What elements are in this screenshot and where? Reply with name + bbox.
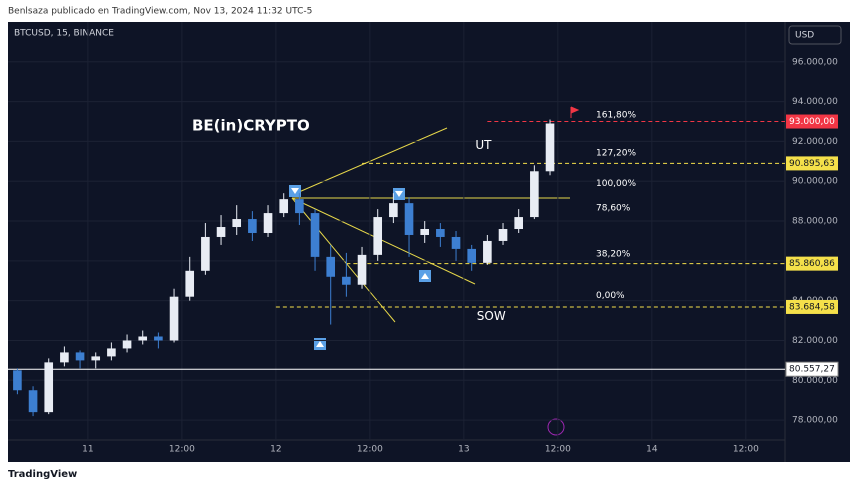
level-box (786, 156, 838, 171)
candle-body (310, 213, 320, 257)
fib-label: 100,00% (596, 179, 636, 189)
candle-body (342, 276, 351, 285)
fib-label: 38,20% (596, 249, 631, 259)
footer-logo: TradingView (8, 469, 77, 480)
level-box (786, 114, 838, 129)
plot-area (8, 22, 785, 462)
candle-body (530, 171, 539, 218)
trend-line (291, 197, 396, 323)
level-label: 80.557,27 (789, 365, 835, 375)
candle-body (420, 229, 430, 235)
candle-body (13, 370, 22, 391)
candle-body (44, 362, 54, 413)
publisher: Benlsaza publicado en TradingView.com, N… (8, 7, 312, 17)
candle-body (326, 256, 336, 277)
fib-label: 161,80% (596, 110, 636, 120)
candle-body (248, 219, 257, 233)
marker-arrow (316, 341, 324, 347)
candle-body (545, 123, 555, 172)
x-tick-label: 12:00 (169, 445, 195, 455)
symbol: BTCUSD, 15, BINANCE (14, 29, 114, 39)
candle-body (498, 229, 508, 241)
candle-body (483, 240, 492, 263)
logo: BE(in)CRYPTO (192, 117, 310, 135)
flag (570, 106, 580, 118)
level-label: 85.860,86 (789, 259, 835, 269)
candle-body (436, 229, 445, 237)
level-label: 93.000,00 (789, 117, 835, 127)
event-icon[interactable] (547, 418, 565, 436)
marker-arrow (291, 188, 299, 194)
y-tick-label: 88.000,00 (792, 217, 838, 227)
candle-body (514, 217, 523, 230)
y-tick-label: 78.000,00 (792, 416, 838, 426)
trend-line (291, 197, 476, 285)
y-tick-label: 82.000,00 (792, 336, 838, 346)
x-tick-label: 12:00 (733, 445, 759, 455)
x-tick-label: 12 (270, 445, 281, 455)
annotation: SOW (477, 309, 506, 323)
candle-body (404, 203, 414, 235)
candle-body (28, 390, 38, 413)
x-tick-label: 11 (82, 445, 93, 455)
annotation: UT (475, 138, 492, 152)
x-tick-label: 12:00 (357, 445, 383, 455)
markers (289, 106, 580, 436)
fib-label: 78,60% (596, 204, 631, 214)
marker-arrow (421, 273, 429, 279)
candle-body (154, 336, 163, 341)
level-box (786, 256, 838, 271)
candle-body (295, 199, 304, 214)
candle-body (107, 348, 116, 357)
candle-body (263, 213, 273, 233)
level-box (786, 299, 838, 314)
candle-body (373, 217, 383, 255)
fib-label: 0,00% (596, 291, 625, 301)
level-label: 83.684,58 (789, 302, 835, 312)
y-tick-label: 90.000,00 (792, 177, 838, 187)
level-box (785, 361, 839, 377)
candle-body (60, 352, 69, 363)
y-tick-label: 92.000,00 (792, 137, 838, 147)
y-tick-label: 80.000,00 (792, 376, 838, 386)
candle-body (279, 199, 289, 214)
candle-body (169, 296, 179, 341)
fib-label: 127,20% (596, 148, 636, 158)
candle-body (185, 270, 195, 297)
level-label: 90.895,63 (789, 159, 835, 169)
candle-body (467, 248, 477, 263)
candle-body (138, 336, 148, 341)
price-axis (785, 22, 850, 462)
y-tick-label: 94.000,00 (792, 97, 838, 107)
candle-body (357, 254, 367, 285)
candle-body (91, 356, 101, 361)
x-tick-label: 12:00 (545, 445, 571, 455)
currency-box[interactable] (788, 25, 842, 45)
grid (8, 22, 785, 440)
x-tick-label: 13 (458, 445, 469, 455)
candle-body (232, 219, 242, 228)
currency[interactable]: USD (795, 31, 814, 41)
y-tick-label: 96.000,00 (792, 57, 838, 67)
candle-body (451, 236, 461, 249)
candle-body (201, 236, 210, 271)
marker-arrow (395, 191, 403, 197)
candle-body (216, 227, 226, 237)
x-tick-label: 14 (646, 445, 658, 455)
candle-body (122, 340, 132, 349)
candle-body (75, 352, 85, 361)
candle-body (389, 203, 398, 218)
